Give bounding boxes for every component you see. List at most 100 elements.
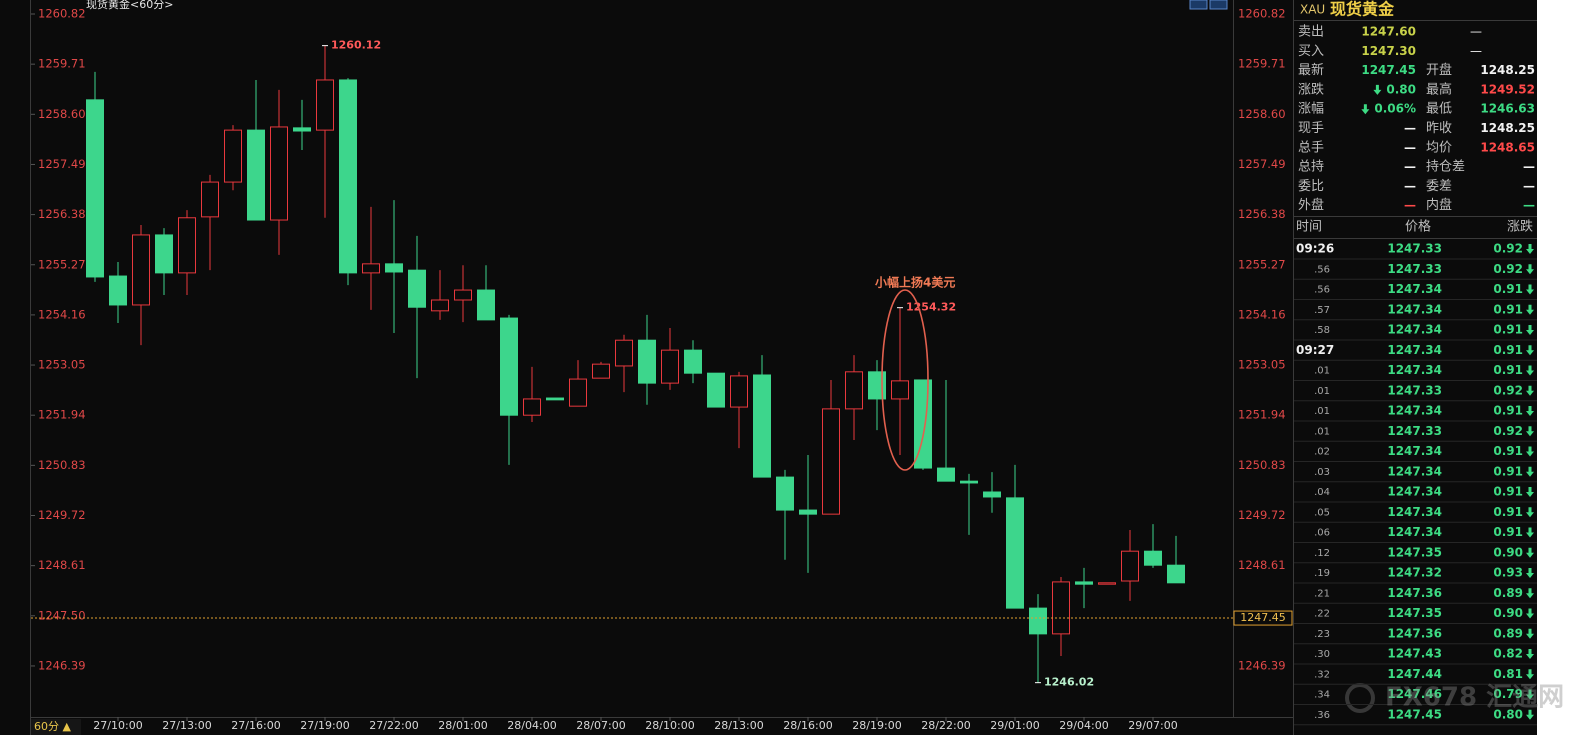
trade-time: .57 — [1314, 305, 1330, 316]
trade-change: 0.92 — [1493, 424, 1523, 438]
trade-header: 价格 — [1405, 219, 1431, 235]
trade-time: .32 — [1314, 669, 1330, 680]
extreme-label: 1246.02 — [1044, 676, 1094, 689]
trade-change: 0.91 — [1493, 464, 1523, 478]
candle-body — [707, 372, 725, 408]
quote-value: — — [1404, 179, 1416, 193]
trade-change: 0.91 — [1493, 444, 1523, 458]
trade-price: 1247.34 — [1387, 404, 1442, 418]
down-arrow — [1361, 104, 1370, 115]
callout-ellipse — [881, 289, 929, 471]
candle-body — [408, 269, 426, 308]
trade-price: 1247.44 — [1387, 667, 1442, 681]
quote-value: — — [1470, 25, 1482, 39]
trade-change: 0.92 — [1493, 383, 1523, 397]
extreme-label: 1254.32 — [906, 301, 956, 314]
trade-price: 1247.43 — [1387, 647, 1442, 661]
candle-body — [1121, 550, 1139, 582]
y-tick-label: 1258.60 — [38, 107, 86, 121]
candle-body — [799, 509, 817, 515]
x-tick-label: 28/13:00 — [714, 719, 763, 732]
down-arrow — [1526, 649, 1534, 659]
quote-label: 均价 — [1426, 140, 1452, 155]
last-price-label: 1247.45 — [1240, 611, 1286, 624]
trade-price: 1247.33 — [1387, 242, 1442, 256]
candle-body — [569, 378, 587, 407]
trade-price: 1247.36 — [1387, 586, 1442, 600]
candle-body — [960, 480, 978, 484]
candle-body — [362, 263, 380, 274]
quote-label: 委差 — [1426, 179, 1452, 194]
candle-body — [845, 371, 863, 410]
trade-price: 1247.34 — [1387, 444, 1442, 458]
candle-body — [132, 234, 150, 306]
y-tick-label: 1255.27 — [38, 257, 86, 271]
quote-label: 外盘 — [1298, 197, 1324, 213]
quote-label: 开盘 — [1426, 62, 1452, 78]
down-arrow — [1526, 527, 1534, 538]
y-tick-label-right: 1257.49 — [1238, 157, 1286, 171]
trade-time: 09:26 — [1296, 242, 1334, 256]
trade-time: .56 — [1314, 285, 1330, 296]
down-arrow — [1526, 385, 1534, 396]
callout-text: 小幅上扬4美元 — [875, 275, 955, 290]
y-tick-label-right: 1251.94 — [1238, 408, 1286, 422]
quote-value: 0.06% — [1374, 102, 1416, 116]
candle-body — [477, 289, 495, 321]
quote-label: 涨幅 — [1298, 102, 1324, 117]
trade-change: 0.81 — [1493, 667, 1523, 681]
quote-value: — — [1404, 121, 1416, 135]
y-tick-label-right: 1246.39 — [1238, 658, 1286, 672]
candle-body — [776, 476, 794, 511]
trade-price: 1247.35 — [1387, 606, 1442, 620]
trade-price: 1247.34 — [1387, 485, 1442, 499]
down-arrow — [1526, 345, 1534, 356]
down-arrow — [1526, 689, 1534, 700]
y-tick-label-right: 1250.83 — [1238, 458, 1286, 472]
candle-body — [155, 234, 173, 274]
period-button-bg[interactable] — [31, 719, 81, 735]
trade-time: .30 — [1314, 649, 1330, 660]
trade-price: 1247.33 — [1387, 262, 1442, 276]
quote-label: 昨收 — [1426, 121, 1452, 136]
candle-body — [1098, 582, 1116, 585]
trade-price: 1247.32 — [1387, 566, 1442, 580]
toolbar-icon[interactable] — [1209, 0, 1228, 10]
trade-price: 1247.35 — [1387, 545, 1442, 559]
trade-price: 1247.34 — [1387, 464, 1442, 478]
trade-price: 1247.34 — [1387, 343, 1442, 357]
trade-time: .23 — [1314, 629, 1330, 640]
trade-price: 1247.33 — [1387, 424, 1442, 438]
trade-time: .03 — [1314, 467, 1330, 478]
candle-body — [500, 317, 518, 416]
trade-change: 0.91 — [1493, 323, 1523, 337]
trade-time: .01 — [1314, 366, 1330, 377]
candle-body — [1144, 550, 1162, 566]
trade-time: .21 — [1314, 588, 1330, 599]
toolbar-icon[interactable] — [1189, 0, 1208, 10]
trade-time: .34 — [1314, 690, 1330, 701]
quote-value: — — [1523, 160, 1535, 174]
quote-value: 0.80 — [1386, 82, 1416, 96]
candle-body — [730, 375, 748, 408]
candle-body — [1006, 497, 1024, 609]
down-arrow — [1526, 588, 1534, 599]
quote-label: 最高 — [1426, 81, 1452, 97]
period-button[interactable]: 60分 ▲ — [34, 720, 71, 733]
trade-change: 0.91 — [1493, 404, 1523, 418]
trade-time: .01 — [1314, 426, 1330, 437]
quote-label: 买入 — [1298, 44, 1324, 59]
y-tick-label-right: 1260.82 — [1238, 7, 1286, 21]
down-arrow — [1373, 84, 1382, 95]
candle-body — [937, 467, 955, 482]
y-tick-label-right: 1256.38 — [1238, 207, 1286, 221]
trade-change: 0.91 — [1493, 525, 1523, 539]
x-tick-label: 28/07:00 — [576, 719, 625, 732]
x-tick-label: 29/01:00 — [990, 719, 1039, 732]
y-tick-label-right: 1248.61 — [1238, 558, 1286, 572]
quote-value: — — [1470, 44, 1482, 58]
quote-label: 现手 — [1298, 121, 1324, 136]
candle-body — [86, 99, 104, 278]
candle-body — [891, 380, 909, 400]
